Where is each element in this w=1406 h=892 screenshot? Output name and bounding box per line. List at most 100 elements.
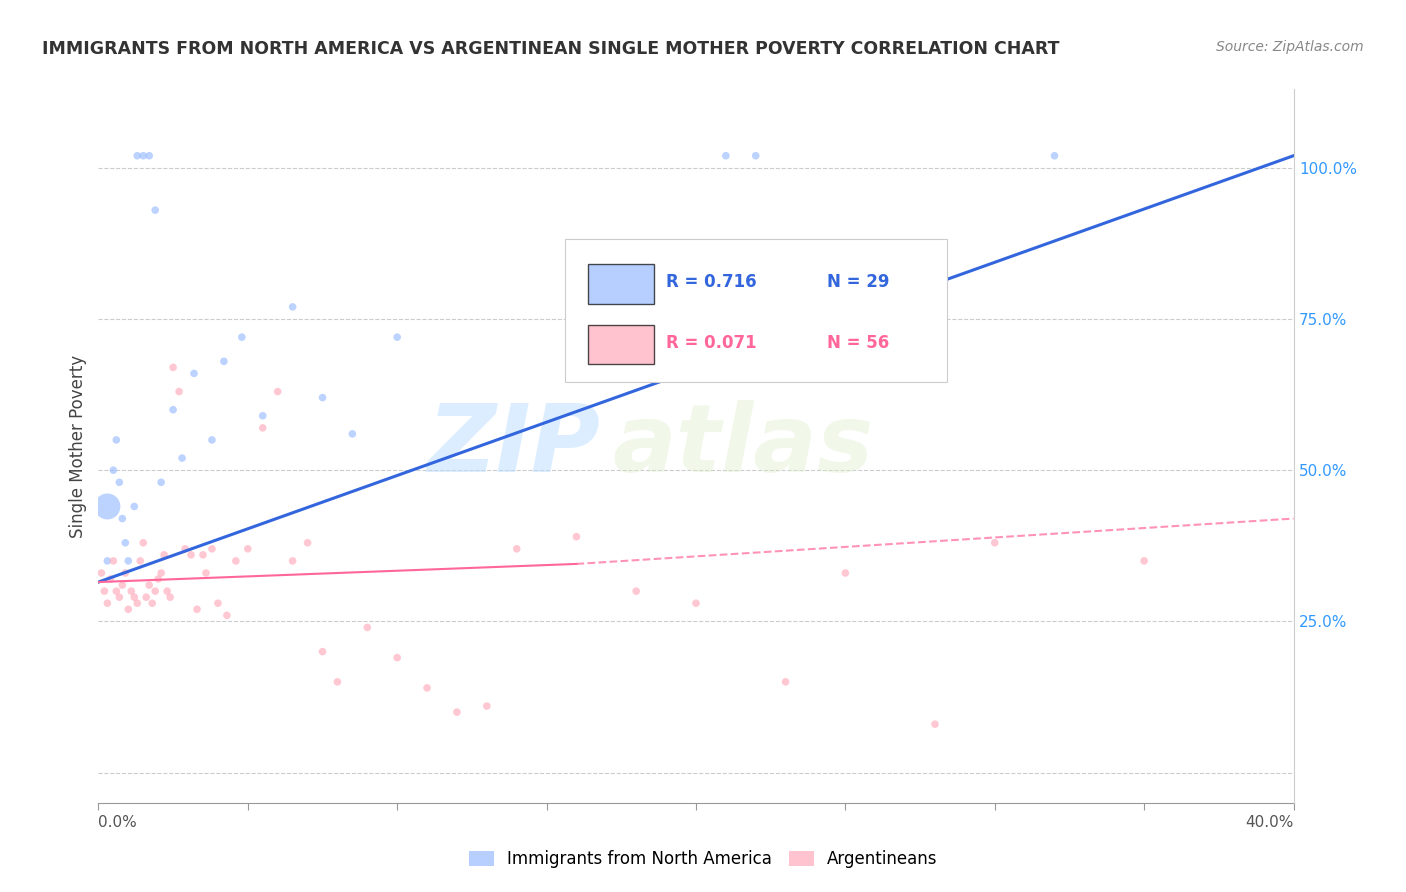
Point bbox=[475, 699, 498, 714]
Point bbox=[745, 149, 768, 163]
Point bbox=[124, 500, 146, 514]
Point bbox=[127, 596, 149, 610]
Point bbox=[100, 572, 122, 586]
Point bbox=[135, 590, 157, 604]
Legend: Immigrants from North America, Argentineans: Immigrants from North America, Argentine… bbox=[463, 844, 943, 875]
Point bbox=[96, 596, 118, 610]
Point bbox=[446, 705, 468, 719]
Point bbox=[311, 391, 333, 405]
Point bbox=[180, 548, 202, 562]
Point bbox=[132, 535, 155, 549]
Point bbox=[103, 554, 125, 568]
Point bbox=[385, 650, 409, 665]
Point bbox=[201, 433, 224, 447]
Point bbox=[236, 541, 259, 556]
Point bbox=[416, 681, 439, 695]
Point bbox=[114, 566, 136, 580]
Point bbox=[924, 717, 946, 731]
FancyBboxPatch shape bbox=[589, 264, 654, 303]
Point bbox=[342, 426, 364, 441]
Text: 0.0%: 0.0% bbox=[98, 815, 138, 830]
Point bbox=[191, 548, 214, 562]
Point bbox=[108, 590, 131, 604]
Point bbox=[114, 535, 136, 549]
Point bbox=[252, 409, 274, 423]
Point bbox=[96, 554, 118, 568]
Text: R = 0.071: R = 0.071 bbox=[666, 334, 756, 351]
Point bbox=[172, 451, 194, 466]
Point bbox=[156, 584, 179, 599]
Point bbox=[148, 572, 170, 586]
Point bbox=[162, 360, 184, 375]
Point bbox=[117, 602, 139, 616]
Point bbox=[111, 511, 134, 525]
Point bbox=[111, 578, 134, 592]
Point bbox=[565, 530, 588, 544]
Point bbox=[1133, 554, 1156, 568]
Point bbox=[231, 330, 253, 344]
Point bbox=[159, 590, 181, 604]
Text: N = 56: N = 56 bbox=[827, 334, 890, 351]
Y-axis label: Single Mother Poverty: Single Mother Poverty bbox=[69, 354, 87, 538]
Point bbox=[108, 475, 131, 490]
Point bbox=[120, 584, 142, 599]
Point bbox=[167, 384, 190, 399]
Text: atlas: atlas bbox=[613, 400, 873, 492]
Point bbox=[626, 584, 648, 599]
Point bbox=[162, 402, 184, 417]
Point bbox=[93, 584, 115, 599]
Point bbox=[117, 554, 139, 568]
Point bbox=[212, 354, 235, 368]
Point bbox=[252, 421, 274, 435]
Point bbox=[183, 367, 205, 381]
Point bbox=[385, 330, 409, 344]
Point bbox=[129, 554, 152, 568]
Text: 40.0%: 40.0% bbox=[1246, 815, 1294, 830]
Point bbox=[127, 149, 149, 163]
Point bbox=[207, 596, 229, 610]
Point bbox=[103, 463, 125, 477]
Text: IMMIGRANTS FROM NORTH AMERICA VS ARGENTINEAN SINGLE MOTHER POVERTY CORRELATION C: IMMIGRANTS FROM NORTH AMERICA VS ARGENTI… bbox=[42, 40, 1060, 58]
Point bbox=[984, 535, 1007, 549]
Point bbox=[143, 584, 166, 599]
FancyBboxPatch shape bbox=[565, 239, 948, 382]
Point bbox=[215, 608, 238, 623]
Point bbox=[326, 674, 349, 689]
Text: N = 29: N = 29 bbox=[827, 273, 890, 291]
Point bbox=[281, 300, 304, 314]
Point bbox=[150, 475, 173, 490]
Point bbox=[141, 596, 163, 610]
Point bbox=[685, 596, 707, 610]
Point bbox=[714, 149, 737, 163]
Point bbox=[138, 149, 160, 163]
Point bbox=[143, 203, 166, 218]
Point bbox=[775, 674, 797, 689]
Point bbox=[186, 602, 208, 616]
Point bbox=[225, 554, 247, 568]
Point bbox=[150, 566, 173, 580]
Point bbox=[655, 252, 678, 266]
Point bbox=[356, 620, 378, 634]
Point bbox=[105, 433, 128, 447]
Text: Source: ZipAtlas.com: Source: ZipAtlas.com bbox=[1216, 40, 1364, 54]
Text: R = 0.716: R = 0.716 bbox=[666, 273, 756, 291]
FancyBboxPatch shape bbox=[589, 325, 654, 364]
Point bbox=[1043, 149, 1066, 163]
Point bbox=[201, 541, 224, 556]
Point bbox=[153, 548, 176, 562]
Point bbox=[834, 566, 856, 580]
Point bbox=[281, 554, 304, 568]
Point bbox=[506, 541, 529, 556]
Point bbox=[96, 500, 118, 514]
Point bbox=[174, 541, 197, 556]
Point bbox=[105, 584, 128, 599]
Point bbox=[132, 149, 155, 163]
Point bbox=[297, 535, 319, 549]
Point bbox=[195, 566, 218, 580]
Point bbox=[311, 645, 333, 659]
Point bbox=[138, 578, 160, 592]
Point bbox=[90, 566, 112, 580]
Point bbox=[267, 384, 290, 399]
Text: ZIP: ZIP bbox=[427, 400, 600, 492]
Point bbox=[124, 590, 146, 604]
